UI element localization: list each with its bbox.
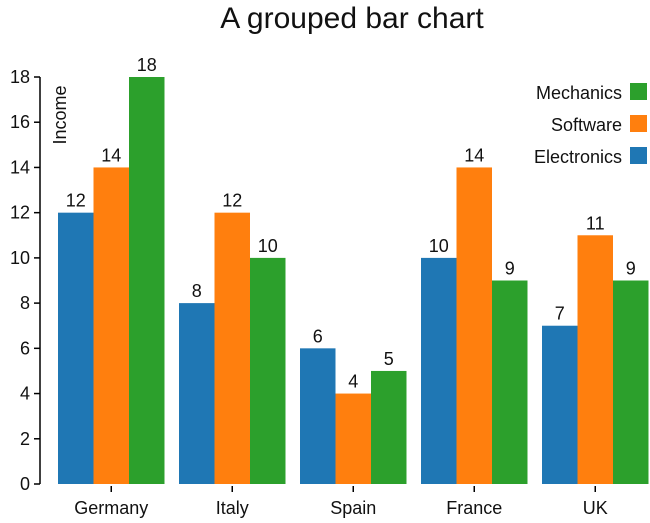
x-tick-label: Italy bbox=[216, 498, 249, 518]
bar-software bbox=[577, 235, 613, 484]
bar-group-uk: 7 11 9 bbox=[542, 213, 649, 484]
bar-electronics bbox=[542, 325, 578, 484]
bar-software bbox=[214, 212, 250, 484]
bar-software bbox=[93, 167, 129, 484]
bar-mechanics bbox=[613, 280, 649, 484]
y-tick-label: 4 bbox=[20, 384, 30, 404]
legend-swatch bbox=[630, 147, 647, 164]
x-tick-label: Spain bbox=[330, 498, 376, 518]
bar-mechanics bbox=[250, 257, 286, 484]
bar-electronics bbox=[300, 348, 336, 484]
bar-value-label: 10 bbox=[258, 236, 278, 256]
bar-value-label: 11 bbox=[586, 213, 605, 233]
bar-electronics bbox=[58, 212, 94, 484]
bar-value-label: 10 bbox=[429, 236, 449, 256]
bar-group-spain: 6 4 5 bbox=[300, 326, 407, 484]
bar-value-label: 7 bbox=[555, 304, 565, 324]
y-tick-label: 10 bbox=[10, 248, 30, 268]
bar-value-label: 5 bbox=[384, 349, 394, 369]
legend-item-software: Software bbox=[551, 115, 647, 135]
bar-software bbox=[456, 167, 492, 484]
bars: 12 14 18 8 12 10 6 4 5 10 14 9 7 11 9 bbox=[58, 55, 649, 484]
legend-label: Software bbox=[551, 115, 622, 135]
bar-value-label: 12 bbox=[222, 191, 242, 211]
y-tick-label: 2 bbox=[20, 429, 30, 449]
x-tick-label: Germany bbox=[74, 498, 148, 518]
y-tick-label: 12 bbox=[10, 203, 30, 223]
bar-group-italy: 8 12 10 bbox=[179, 191, 286, 484]
bar-value-label: 18 bbox=[137, 55, 157, 75]
bar-electronics bbox=[421, 257, 457, 484]
y-tick-label: 0 bbox=[20, 474, 30, 494]
y-axis: 0 2 4 6 8 10 12 14 16 18 bbox=[10, 67, 41, 494]
y-axis-title: Income bbox=[50, 85, 70, 144]
bar-mechanics bbox=[492, 280, 528, 484]
bar-value-label: 12 bbox=[66, 191, 86, 211]
bar-group-germany: 12 14 18 bbox=[58, 55, 165, 484]
chart-title: A grouped bar chart bbox=[220, 2, 484, 35]
bar-value-label: 14 bbox=[101, 145, 121, 165]
bar-mechanics bbox=[371, 370, 407, 484]
y-tick-label: 6 bbox=[20, 338, 30, 358]
x-tick-label: UK bbox=[583, 498, 608, 518]
bar-value-label: 8 bbox=[192, 281, 202, 301]
bar-value-label: 4 bbox=[348, 372, 358, 392]
bar-group-france: 10 14 9 bbox=[421, 145, 528, 484]
legend-swatch bbox=[630, 83, 647, 100]
legend-label: Mechanics bbox=[536, 83, 622, 103]
legend-swatch bbox=[630, 115, 647, 132]
y-tick-label: 8 bbox=[20, 293, 30, 313]
bar-value-label: 6 bbox=[313, 326, 323, 346]
legend-label: Electronics bbox=[534, 147, 622, 167]
bar-mechanics bbox=[129, 77, 165, 484]
legend: Mechanics Software Electronics bbox=[534, 83, 647, 167]
bar-value-label: 9 bbox=[626, 259, 636, 279]
x-tick-label: France bbox=[446, 498, 502, 518]
legend-item-mechanics: Mechanics bbox=[536, 83, 647, 103]
y-tick-label: 14 bbox=[10, 157, 30, 177]
bar-value-label: 14 bbox=[464, 145, 484, 165]
x-axis: Germany Italy Spain France UK bbox=[74, 486, 608, 518]
bar-value-label: 9 bbox=[505, 259, 515, 279]
bar-software bbox=[335, 393, 371, 484]
bar-electronics bbox=[179, 303, 215, 484]
legend-item-electronics: Electronics bbox=[534, 147, 647, 167]
y-tick-label: 16 bbox=[10, 112, 30, 132]
y-tick-label: 18 bbox=[10, 67, 30, 87]
